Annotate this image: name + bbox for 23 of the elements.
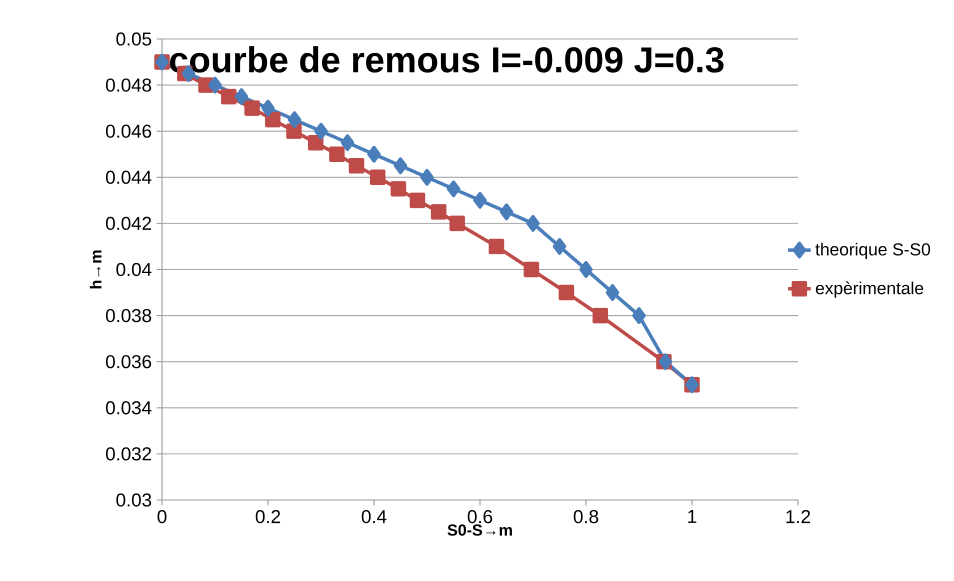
x-axis-title: S0-S→m [448, 524, 512, 536]
legend-label: theorique S-S0 [815, 242, 930, 259]
legend-label: expèrimentale [816, 281, 924, 298]
y-tick-label: 0.036 [106, 355, 152, 368]
y-tick-label: 0.042 [106, 216, 152, 230]
y-tick-label: 0.046 [106, 124, 152, 138]
x-tick-label: 0.2 [256, 510, 280, 524]
y-tick-label: 0.032 [106, 447, 152, 460]
y-tick-label: 0.04 [116, 262, 152, 276]
chart-title: courbe de remous I=-0.009 J=0.3 [170, 46, 724, 73]
x-tick-label: 0.8 [574, 510, 598, 524]
y-axis-title: h→m [90, 250, 102, 288]
x-tick-label: 1 [688, 510, 696, 523]
x-tick-label: 0.6 [468, 510, 492, 524]
y-tick-label: 0.038 [106, 308, 152, 322]
y-tick-label: 0.03 [116, 493, 152, 507]
y-tick-label: 0.044 [106, 170, 152, 184]
y-tick-label: 0.05 [116, 32, 152, 46]
x-tick-label: 0 [158, 510, 166, 524]
y-tick-label: 0.048 [106, 78, 152, 92]
y-tick-label: 0.034 [106, 401, 152, 414]
x-tick-label: 0.4 [362, 510, 386, 524]
x-tick-label: 1.2 [786, 510, 810, 524]
